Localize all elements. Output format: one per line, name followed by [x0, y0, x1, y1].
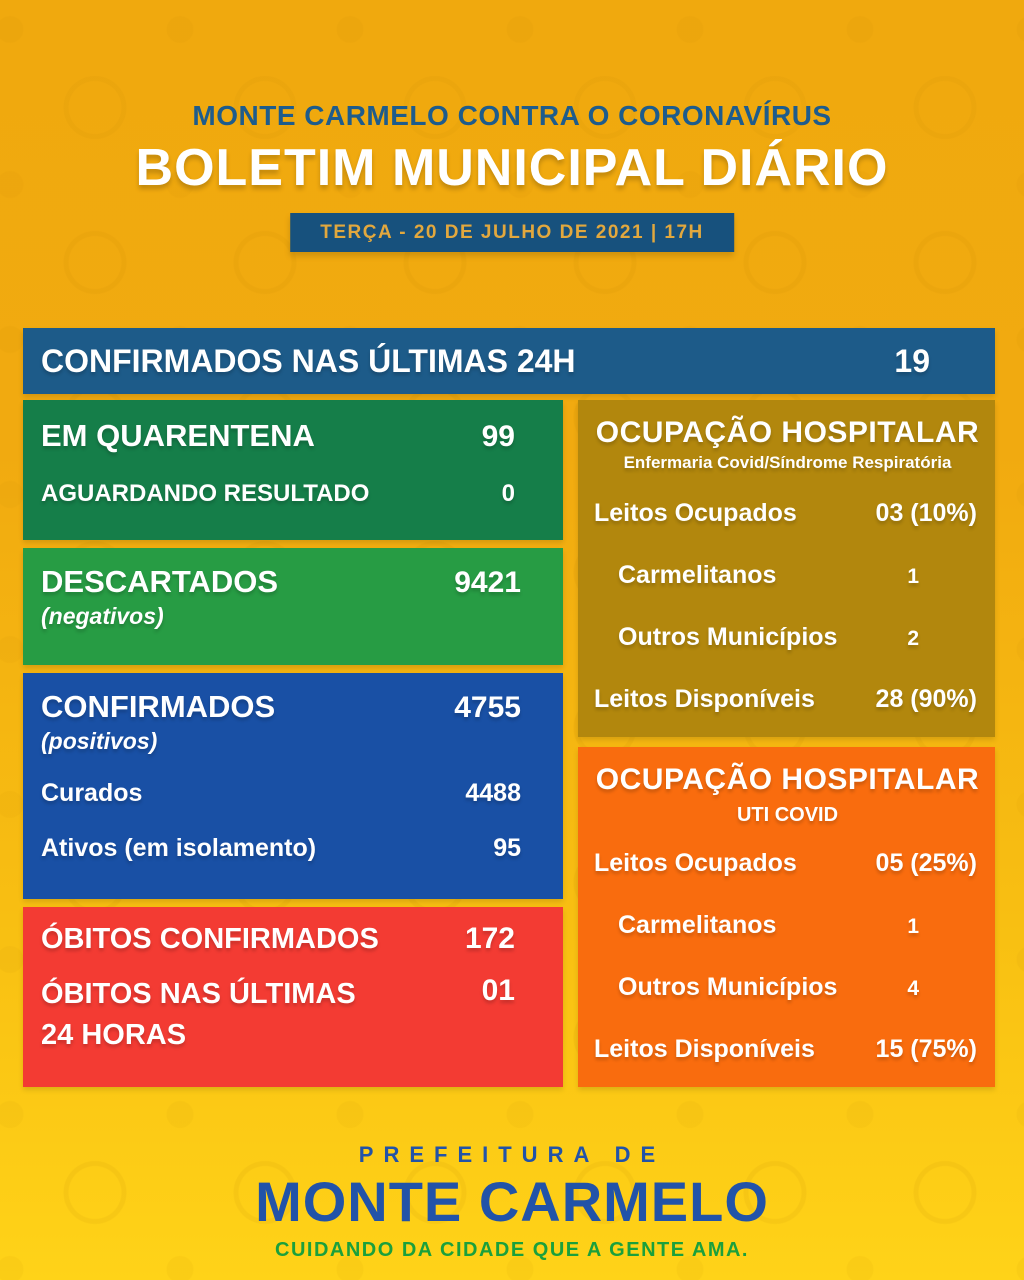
- monte-carmelo-logo-text: MONTE CARMELO: [255, 1170, 769, 1233]
- deaths-confirmed-value: 172: [464, 922, 515, 955]
- icu-subtitle: UTI COVID: [736, 804, 839, 826]
- icu-local-value: 1: [907, 915, 919, 938]
- confirmed-label: CONFIRMADOS: [41, 689, 276, 724]
- confirmed-24h-label: CONFIRMADOS NAS ÚLTIMAS 24H: [41, 342, 576, 379]
- prefeitura-de-text: PREFEITURA DE: [358, 1142, 666, 1167]
- ward-available-value: 28 (90%): [875, 685, 977, 713]
- deaths-box: ÓBITOS CONFIRMADOS 172 ÓBITOS NAS ÚLTIMA…: [23, 907, 563, 1087]
- confirmed-box: CONFIRMADOS 4755 (positivos) Curados 448…: [23, 673, 563, 899]
- icu-available-value: 15 (75%): [875, 1035, 977, 1063]
- deaths-24h-label: ÓBITOS NAS ÚLTIMAS 24 HORAS: [41, 978, 356, 1051]
- cured-label: Curados: [41, 779, 143, 807]
- right-column: OCUPAÇÃO HOSPITALAR Enfermaria Covid/Sín…: [578, 400, 995, 1087]
- bulletin-title: BOLETIM MUNICIPAL DIÁRIO: [135, 139, 889, 197]
- confirmed-sublabel: (positivos): [41, 728, 158, 754]
- icu-available-label: Leitos Disponíveis: [594, 1035, 815, 1063]
- city-tagline: CUIDANDO DA CIDADE QUE A GENTE AMA.: [275, 1239, 749, 1261]
- discarded-sublabel: (negativos): [41, 603, 164, 629]
- icu-title: OCUPAÇÃO HOSPITALAR: [595, 763, 980, 796]
- awaiting-result-label: AGUARDANDO RESULTADO: [41, 480, 370, 507]
- confirmed-24h-value: 19: [894, 342, 930, 379]
- discarded-label: DESCARTADOS: [41, 564, 279, 599]
- active-label: Ativos (em isolamento): [41, 834, 317, 862]
- ward-other-cities-value: 2: [907, 627, 919, 650]
- ward-subtitle: Enfermaria Covid/Síndrome Respiratória: [623, 453, 952, 472]
- deaths-24h-value: 01: [481, 974, 515, 1007]
- quarantine-box: EM QUARENTENA 99 AGUARDANDO RESULTADO 0: [23, 400, 563, 540]
- icu-other-cities-label: Outros Municípios: [618, 973, 838, 1001]
- quarantine-label: EM QUARENTENA: [41, 418, 315, 453]
- hospital-icu-box: OCUPAÇÃO HOSPITALAR UTI COVID Leitos Ocu…: [578, 747, 995, 1087]
- icu-other-cities-value: 4: [907, 977, 919, 1000]
- discarded-box: DESCARTADOS 9421 (negativos): [23, 548, 563, 665]
- ward-occupied-value: 03 (10%): [875, 499, 977, 527]
- quarantine-value: 99: [481, 420, 515, 453]
- stats-columns: EM QUARENTENA 99 AGUARDANDO RESULTADO 0 …: [23, 400, 995, 1087]
- active-value: 95: [493, 834, 521, 862]
- hospital-ward-box: OCUPAÇÃO HOSPITALAR Enfermaria Covid/Sín…: [578, 400, 995, 737]
- ward-other-cities-label: Outros Municípios: [618, 623, 838, 651]
- ward-occupied-label: Leitos Ocupados: [594, 499, 797, 527]
- ward-available-label: Leitos Disponíveis: [594, 685, 815, 713]
- discarded-value: 9421: [454, 566, 521, 599]
- cured-value: 4488: [465, 779, 521, 807]
- icu-local-label: Carmelitanos: [618, 911, 777, 939]
- icu-occupied-value: 05 (25%): [875, 849, 977, 877]
- awaiting-result-value: 0: [501, 480, 515, 507]
- left-column: EM QUARENTENA 99 AGUARDANDO RESULTADO 0 …: [23, 400, 563, 1087]
- date-banner: TERÇA - 20 DE JULHO DE 2021 | 17H: [290, 213, 734, 252]
- ward-title: OCUPAÇÃO HOSPITALAR: [595, 416, 980, 449]
- deaths-confirmed-label: ÓBITOS CONFIRMADOS: [41, 923, 379, 955]
- confirmed-24h-bar: CONFIRMADOS NAS ÚLTIMAS 24H 19: [23, 328, 995, 394]
- icu-occupied-label: Leitos Ocupados: [594, 849, 797, 877]
- confirmed-value: 4755: [454, 691, 521, 724]
- footer: PREFEITURA DE MONTE CARMELO CUIDANDO DA …: [0, 1142, 1024, 1262]
- ward-local-value: 1: [907, 565, 919, 588]
- header-kicker: MONTE CARMELO CONTRA O CORONAVÍRUS: [192, 100, 832, 131]
- ward-local-label: Carmelitanos: [618, 561, 777, 589]
